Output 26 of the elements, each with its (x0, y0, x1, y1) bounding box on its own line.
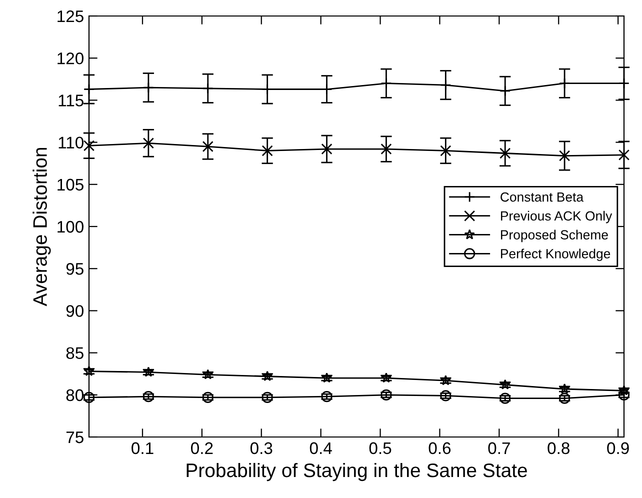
y-tick-label: 125 (58, 10, 84, 22)
y-tick-label: 80 (66, 389, 84, 402)
x-tick-label: 0.4 (310, 442, 332, 454)
x-tick-label: 0.7 (488, 442, 510, 454)
y-tick-label: 100 (58, 220, 84, 233)
x-tick-label: 0.2 (191, 442, 213, 454)
y-tick-label: 75 (66, 432, 84, 444)
y-tick-label: 95 (66, 263, 84, 275)
y-tick-label: 90 (66, 305, 84, 317)
y-tick-label: 105 (58, 178, 84, 191)
legend-label: Constant Beta (500, 192, 584, 202)
y-axis-title: Average Distortion (32, 148, 51, 306)
y-tick-label: 120 (58, 52, 84, 64)
x-tick-label: 0.6 (428, 442, 451, 454)
legend-label: Previous ACK Only (501, 210, 612, 224)
x-axis-title: Probability of Staying in the Same State (186, 462, 527, 482)
x-tick-label: 0.8 (548, 442, 570, 454)
x-tick-label: 0.3 (250, 442, 272, 454)
y-tick-label: 115 (58, 94, 84, 106)
x-tick-label: 0.1 (132, 442, 154, 454)
y-tick-label: 110 (58, 136, 84, 149)
x-tick-label: 0.5 (369, 442, 392, 454)
y-tick-label: 85 (66, 347, 84, 360)
legend-label: Proposed Scheme (501, 230, 608, 242)
x-tick-label: 0.9 (607, 442, 629, 454)
legend-label: Perfect Knowledge (501, 248, 610, 261)
